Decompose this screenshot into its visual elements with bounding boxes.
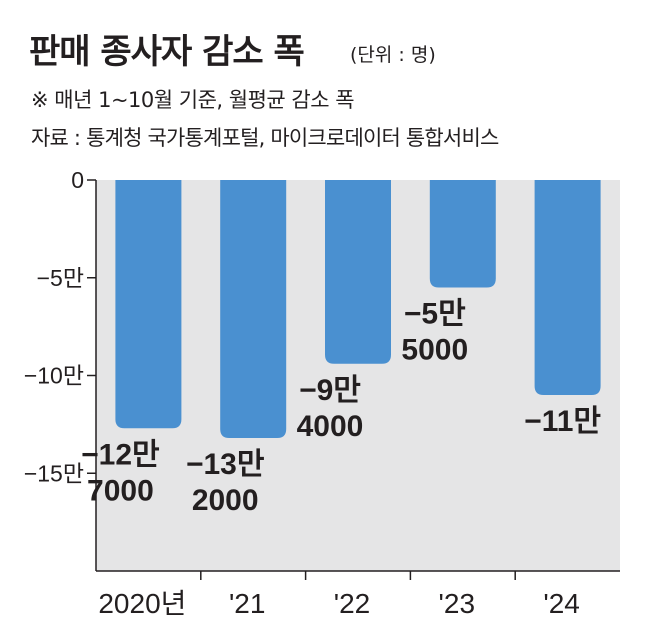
- bar-1: [220, 180, 287, 439]
- data-label-2-1: 4000: [297, 410, 364, 443]
- y-tick-label-3: −15만: [24, 460, 84, 486]
- y-tick-label-1: −5만: [37, 265, 84, 291]
- data-label-3-0: −5만: [404, 298, 466, 331]
- data-label-4-0: −11만: [524, 405, 601, 438]
- y-tick-label-0: 0: [71, 167, 84, 193]
- source-text: 자료 : 통계청 국가통계포털, 마이크로데이터 통합서비스: [31, 126, 499, 150]
- y-tick-label-2: −10만: [24, 363, 84, 389]
- bar-4: [534, 180, 601, 396]
- bar-0: [115, 180, 182, 429]
- data-label-3-1: 5000: [401, 334, 468, 367]
- axes-group: 2020년 '21 '22 '23 '24 0 −5만 −10만 −15만: [24, 167, 620, 619]
- x-tick-label-1: '21: [229, 588, 266, 619]
- x-tick-label-4: '24: [543, 588, 580, 619]
- x-tick-label-0: 2020년: [98, 588, 186, 619]
- bar-3: [429, 180, 496, 288]
- data-label-2-0: −9만: [299, 374, 361, 407]
- unit-label: (단위 : 명): [350, 44, 436, 66]
- note-text: ※ 매년 1~10월 기준, 월평균 감소 폭: [31, 88, 355, 112]
- bars-group: [115, 180, 601, 439]
- x-tick-label-3: '23: [439, 588, 476, 619]
- x-tick-label-2: '22: [334, 588, 371, 619]
- data-label-0-0: −12만: [81, 438, 160, 471]
- data-label-1-1: 2000: [192, 484, 259, 517]
- data-label-0-1: 7000: [87, 474, 154, 507]
- page-title: 판매 종사자 감소 폭: [29, 32, 305, 72]
- data-label-1-0: −13만: [186, 448, 265, 481]
- bar-2: [325, 180, 391, 364]
